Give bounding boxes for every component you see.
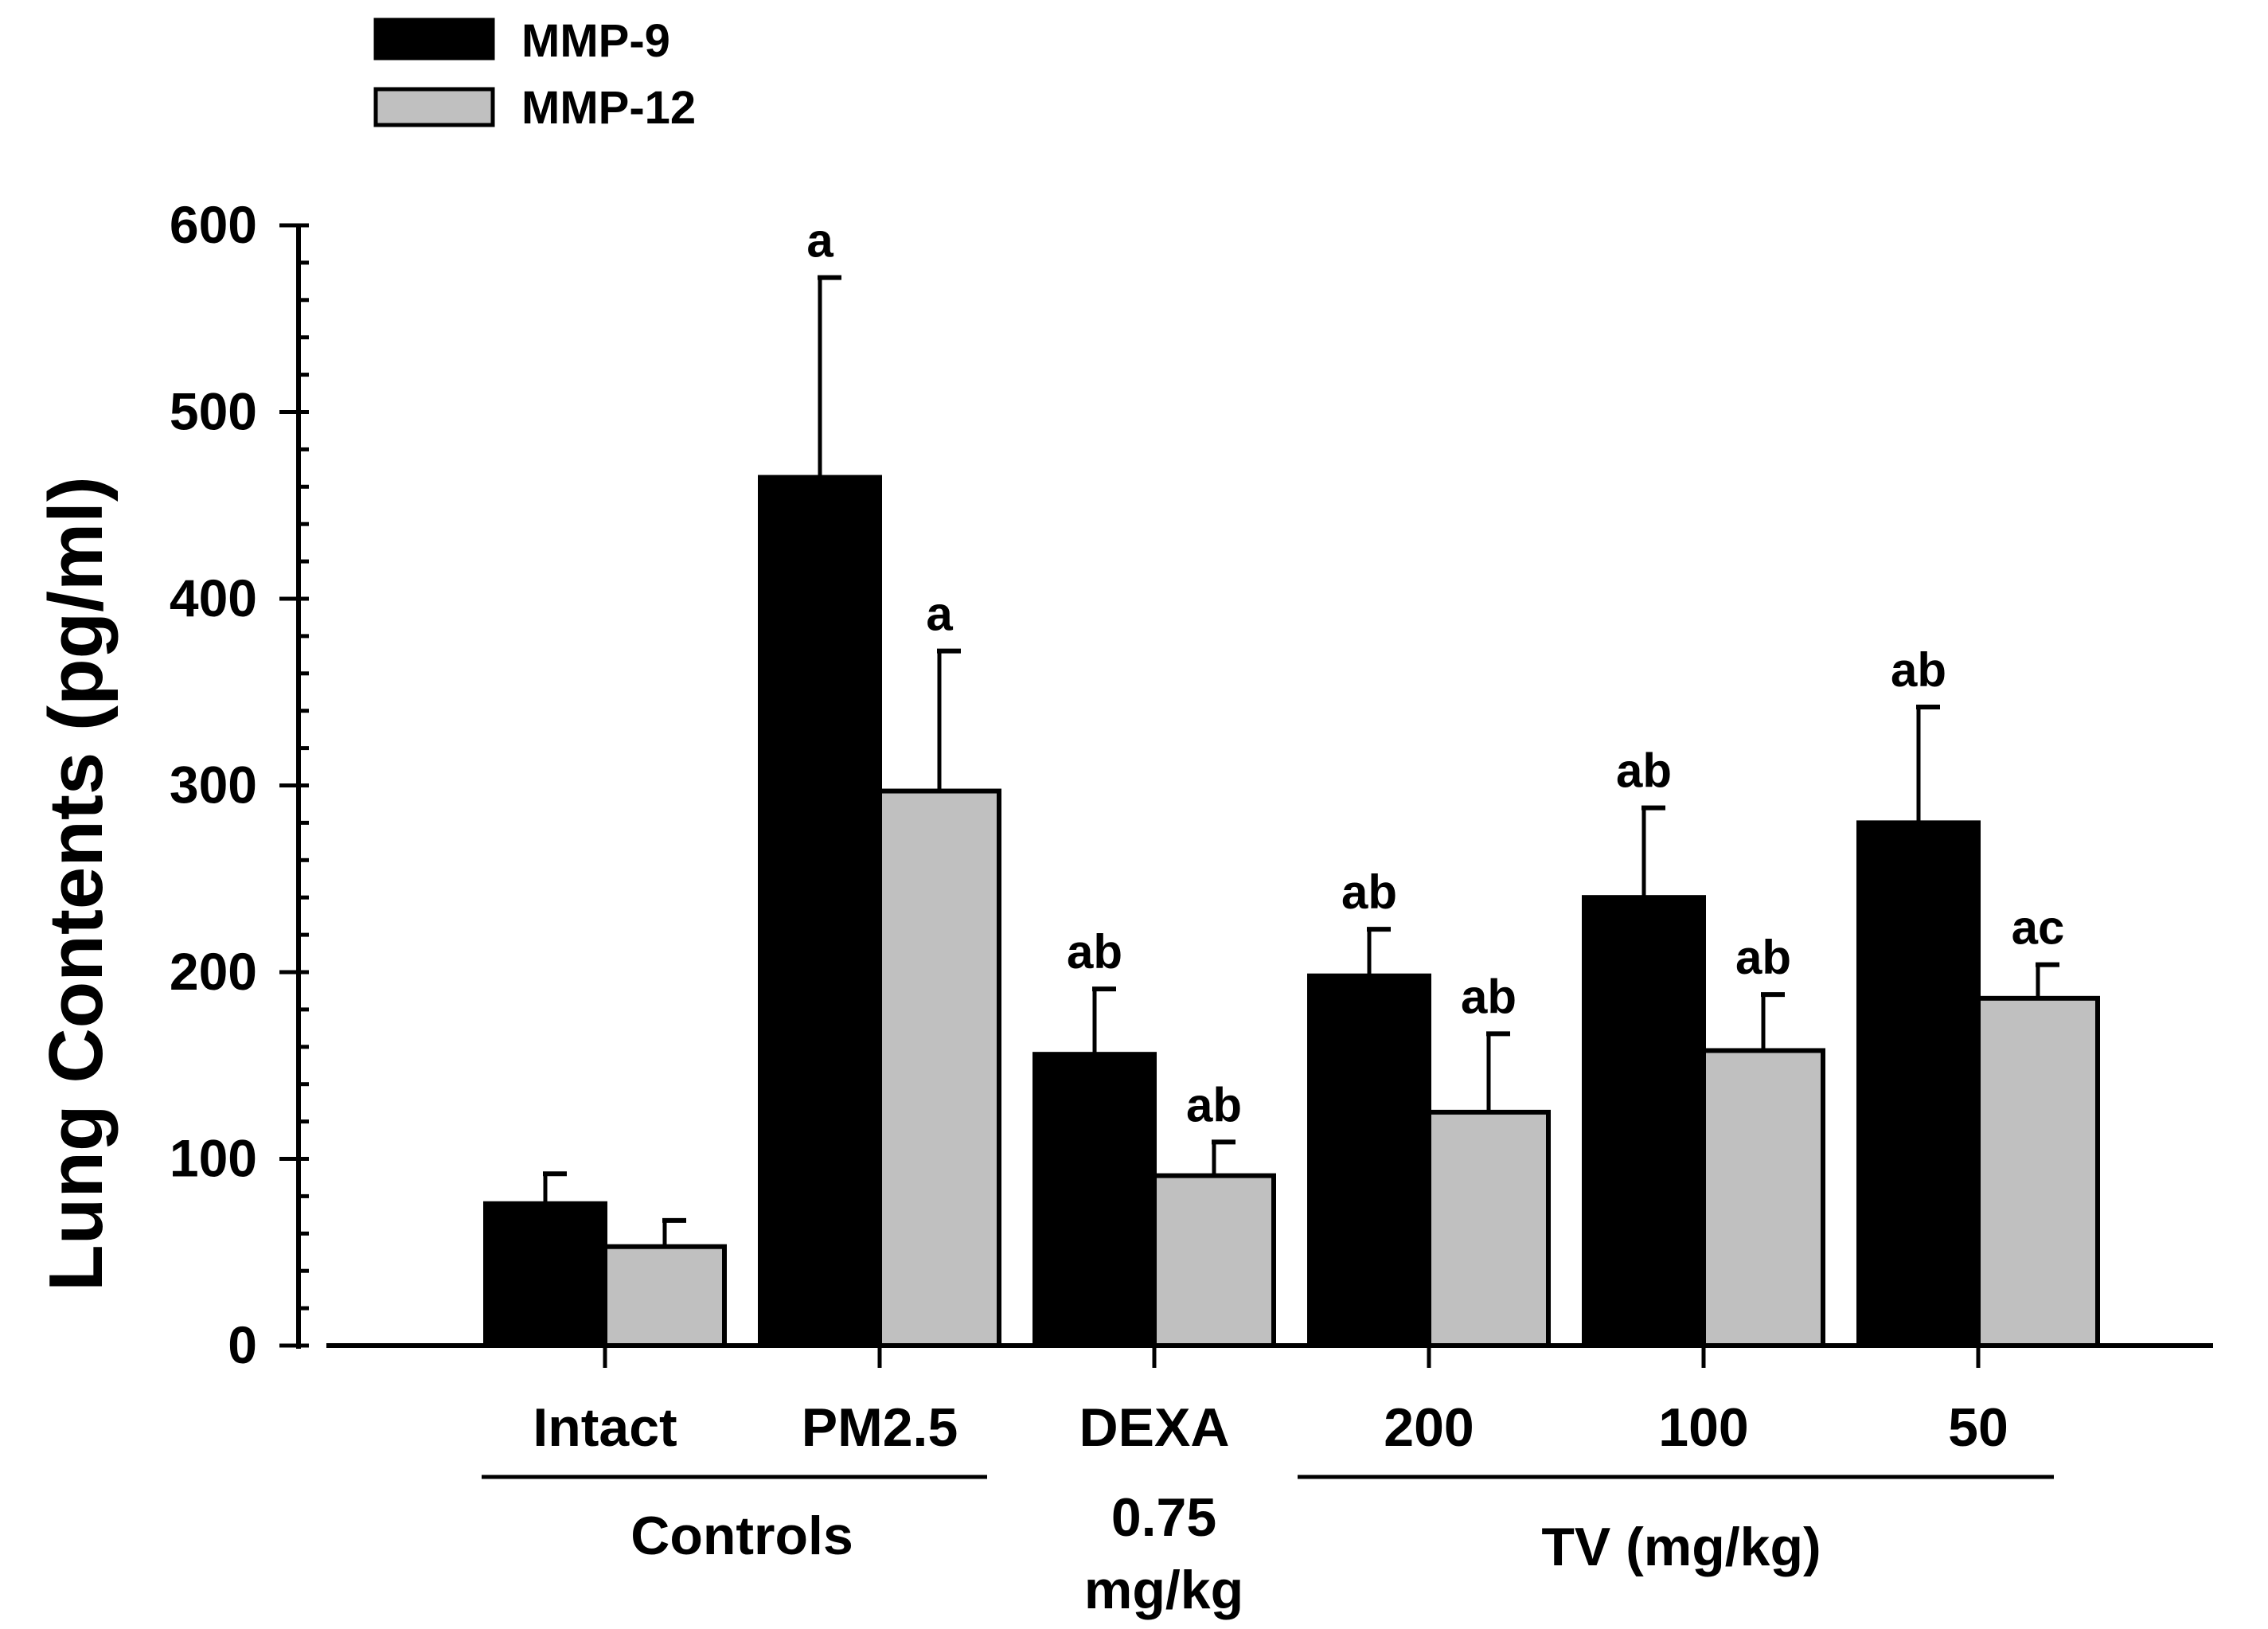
- x-tick-label: 200: [1384, 1397, 1474, 1458]
- x-tick-label: Intact: [533, 1397, 677, 1458]
- y-tick-label: 300: [170, 756, 257, 814]
- legend-label-mmp-9: MMP-9: [521, 15, 670, 67]
- group-label-dexa-unit: mg/kg: [1084, 1560, 1243, 1620]
- bar-mmp-12-pm25: [877, 788, 1001, 1348]
- x-tick-label: 100: [1658, 1397, 1748, 1458]
- significance-label: a: [926, 588, 953, 641]
- group-label-controls: Controls: [630, 1506, 853, 1566]
- significance-label: ab: [1461, 970, 1517, 1023]
- bar-mmp-12-100: [1701, 1048, 1825, 1348]
- group-label-tv: TV (mg/kg): [1541, 1517, 1821, 1577]
- bar-mmp-9-dexa: [1033, 1052, 1157, 1349]
- y-tick-label: 400: [170, 568, 257, 627]
- bar-mmp-12-dexa: [1152, 1173, 1276, 1348]
- bar-mmp-12-200: [1427, 1109, 1551, 1348]
- y-tick-label: 100: [170, 1129, 257, 1188]
- group-label-dexa-dose: 0.75: [1111, 1487, 1216, 1548]
- y-tick-label: 600: [170, 195, 257, 254]
- y-tick-label: 0: [228, 1315, 257, 1374]
- significance-label: ab: [1341, 865, 1397, 919]
- bar-mmp-9-100: [1582, 895, 1706, 1348]
- significance-label: ab: [1616, 744, 1672, 798]
- legend-label-mmp-12: MMP-12: [521, 82, 696, 134]
- x-tick-label: DEXA: [1079, 1397, 1230, 1458]
- x-tick-label: PM2.5: [802, 1397, 958, 1458]
- legend: MMP-9 MMP-12: [373, 15, 696, 134]
- significance-label: ab: [1735, 931, 1791, 984]
- bar-mmp-12-intact: [603, 1244, 727, 1348]
- y-tick-label: 200: [170, 942, 257, 1001]
- y-tick-label: 500: [170, 382, 257, 441]
- bar-mmp-9-200: [1307, 973, 1431, 1348]
- significance-label: ab: [1186, 1078, 1242, 1131]
- bar-mmp-12-50: [1976, 995, 2100, 1348]
- significance-label: ac: [2012, 901, 2065, 955]
- significance-label: ab: [1067, 925, 1122, 979]
- legend-swatch-mmp-12: [373, 87, 495, 127]
- significance-label: ab: [1891, 643, 1946, 697]
- bar-mmp-9-intact: [483, 1201, 607, 1349]
- legend-swatch-mmp-9: [373, 18, 495, 61]
- bar-mmp-9-50: [1856, 820, 1981, 1348]
- x-tick-label: 50: [1948, 1397, 2008, 1458]
- significance-label: a: [806, 214, 833, 268]
- bar-mmp-9-pm25: [758, 475, 882, 1349]
- y-axis-label: Lung Contents (pg/ml): [33, 476, 119, 1291]
- plot-area: 0 100 200 300 400 500 600 a ab ab ab ab a ab ab ab ac Int…: [170, 195, 2213, 1620]
